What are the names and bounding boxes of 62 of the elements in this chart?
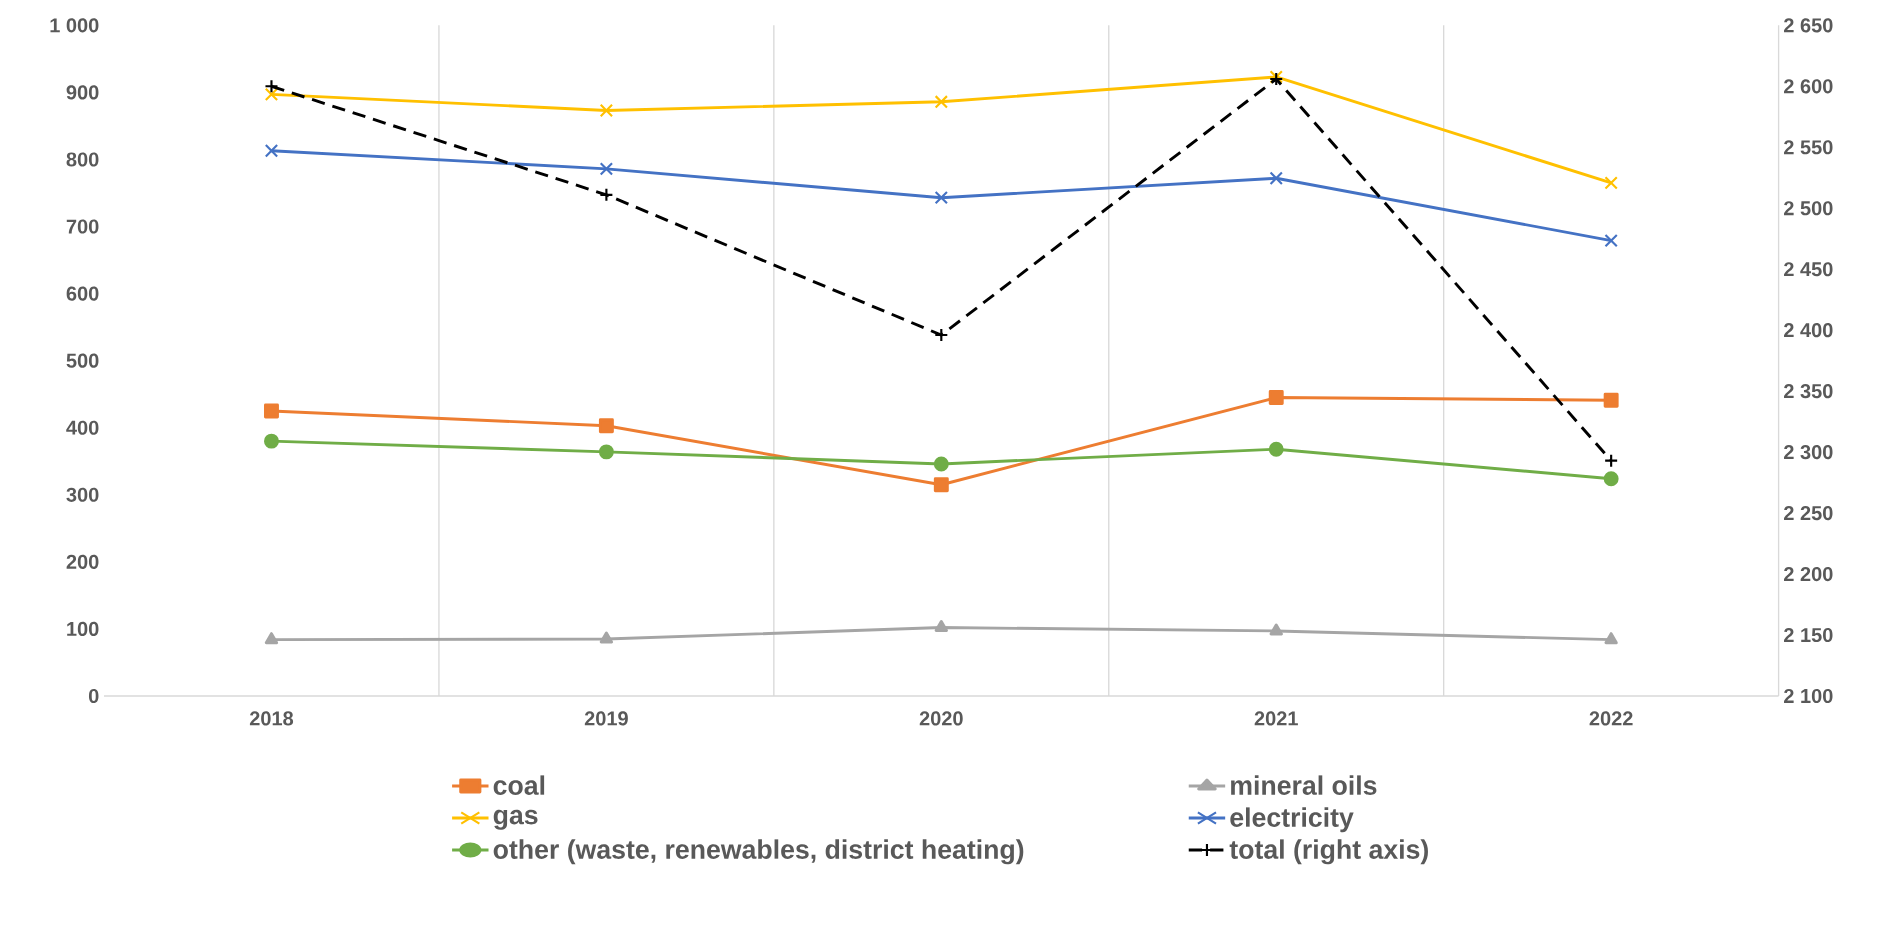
point bbox=[1604, 453, 1619, 468]
x-tick-label: 2019 bbox=[584, 711, 628, 726]
point bbox=[264, 144, 279, 158]
legend-label: other (waste, renewables, district heating) bbox=[493, 839, 1024, 865]
y-tick-label: 900 bbox=[66, 85, 99, 100]
x-tick-label: 2018 bbox=[249, 711, 294, 726]
y-tick-label: 0 bbox=[88, 689, 99, 704]
point bbox=[264, 632, 279, 645]
point bbox=[1604, 176, 1618, 190]
point bbox=[934, 95, 949, 109]
point bbox=[1604, 632, 1618, 645]
point bbox=[933, 477, 949, 493]
point bbox=[264, 403, 279, 419]
y2-tick-label: 2 200 bbox=[1784, 567, 1833, 582]
point bbox=[598, 418, 614, 434]
y-tick-label: 200 bbox=[66, 554, 99, 570]
point bbox=[599, 162, 614, 176]
y2-tick-label: 2 600 bbox=[1784, 79, 1833, 94]
point bbox=[598, 444, 614, 460]
point bbox=[1269, 171, 1283, 186]
x-tick-label: 2020 bbox=[919, 711, 963, 726]
legend-label: total (right axis) bbox=[1229, 839, 1428, 865]
point bbox=[1603, 471, 1619, 487]
point bbox=[264, 87, 279, 102]
legend-label: gas bbox=[493, 810, 538, 831]
y2-tick-label: 2 350 bbox=[1784, 384, 1833, 399]
y-tick-label: 500 bbox=[66, 353, 99, 368]
y2-tick-label: 2 500 bbox=[1784, 201, 1833, 216]
y2-tick-label: 2 550 bbox=[1784, 140, 1833, 155]
y-tick-label: 600 bbox=[66, 286, 99, 301]
y-tick-label: 700 bbox=[66, 219, 99, 234]
point bbox=[934, 191, 949, 205]
y2-tick-label: 2 450 bbox=[1784, 262, 1833, 277]
point bbox=[264, 79, 279, 94]
legend-label: coal bbox=[493, 775, 545, 796]
y2-tick-label: 2 100 bbox=[1784, 689, 1833, 704]
point bbox=[264, 433, 279, 449]
legend-label: mineral oils bbox=[1231, 775, 1377, 796]
y-tick-label: 400 bbox=[66, 420, 99, 435]
point bbox=[1268, 441, 1284, 457]
point bbox=[933, 456, 949, 472]
y-tick-label: 1 000 bbox=[50, 18, 99, 33]
x-tick-label: 2022 bbox=[1589, 711, 1633, 726]
y2-tick-label: 2 250 bbox=[1784, 506, 1833, 521]
point bbox=[1269, 623, 1283, 636]
y2-tick-label: 2 650 bbox=[1784, 18, 1833, 33]
y2-tick-label: 2 150 bbox=[1784, 628, 1833, 643]
point bbox=[599, 103, 614, 118]
point bbox=[599, 631, 614, 644]
y2-tick-label: 2 300 bbox=[1784, 445, 1833, 460]
y2-tick-label: 2 400 bbox=[1784, 323, 1833, 338]
legend-label: electricity bbox=[1230, 807, 1354, 833]
point bbox=[1604, 234, 1618, 248]
point bbox=[599, 187, 614, 203]
y-tick-label: 300 bbox=[66, 487, 99, 503]
point bbox=[934, 620, 948, 633]
point bbox=[1268, 390, 1284, 406]
point bbox=[1603, 392, 1619, 408]
y-tick-label: 800 bbox=[66, 152, 99, 167]
point bbox=[934, 328, 949, 343]
y-tick-label: 100 bbox=[67, 622, 99, 637]
x-tick-label: 2021 bbox=[1254, 711, 1298, 726]
